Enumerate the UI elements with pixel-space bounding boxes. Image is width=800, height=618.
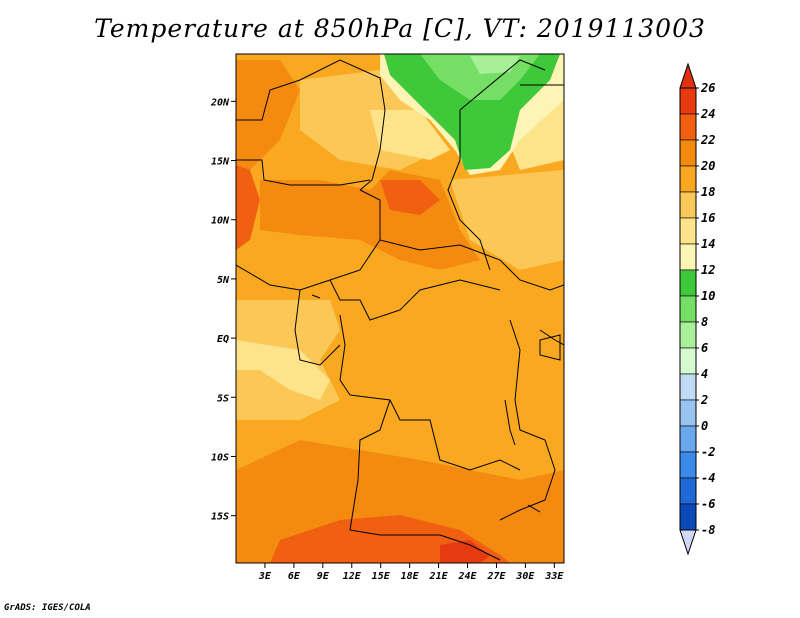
lat-tick-label: 15S [211,512,229,523]
lon-tick-label: 9E [317,571,330,582]
border-line [349,394,521,471]
colorbar-level-label: -4 [701,471,715,485]
region-24-26-nigeria [380,180,440,215]
lon-tick-label: 24E [457,571,477,582]
colorbar-bottom-arrow [679,529,697,556]
colorbar-segment [679,217,697,245]
country-borders [236,59,564,561]
region-26-plus [440,540,490,563]
colorbar-segment [679,191,697,219]
colorbar-level-label: 2 [700,393,708,407]
map-title: Temperature at 850hPa [C], VT: 201911300… [94,14,706,43]
border-line [459,59,546,111]
lat-tick-label: 10S [211,452,229,463]
colorbar-segment [679,451,697,479]
colorbar-segment [679,425,697,453]
lake-outline [539,334,561,361]
colorbar-level-label: 6 [701,341,708,355]
border-line [294,289,341,366]
lake-outline [504,399,516,446]
map-frame [235,53,565,564]
border-line [236,59,386,191]
colorbar-level-label: 8 [701,315,708,329]
colorbar-segment [679,87,697,115]
lat-tick-label: EQ [217,334,229,345]
colorbar-segment [679,243,697,271]
border-line [236,189,381,291]
lon-tick-label: 15E [372,571,391,582]
colorbar-segment [679,295,697,323]
colorbar-level-label: -2 [701,445,715,459]
region-8-10 [470,56,520,74]
temperature-field [236,54,564,563]
colorbar-level-label: 26 [700,81,715,95]
lon-tick-label: 33E [544,571,564,582]
border-line [329,279,501,321]
border-line [379,239,564,291]
lat-tick-label: 10N [211,216,230,227]
lake-outlines [311,294,561,513]
colorbar-level-label: 18 [701,185,715,199]
grads-credit: GrADS: IGES/COLA [4,603,91,613]
border-line [447,110,491,271]
colorbar-segment [679,321,697,349]
lon-tick-label: 21E [429,571,449,582]
lon-tick-label: 30E [515,571,535,582]
lon-tick-label: 3E [258,571,272,582]
colorbar-segment [679,399,697,427]
colorbar-segment [679,503,697,531]
colorbar-level-label: 10 [701,289,715,303]
lat-tick-label: 5S [217,393,229,404]
region-16-18-coast [236,340,330,400]
colorbar-level-label: 16 [701,211,715,225]
lon-tick-label: 12E [343,571,362,582]
colorbar-level-label: 4 [701,367,708,381]
lat-tick-label: 20N [210,97,230,108]
colorbar-top-arrow [679,62,697,89]
lat-tick-label: 15N [211,157,230,168]
colorbar-level-label: -8 [701,523,715,537]
lon-tick-label: 6E [288,571,301,582]
colorbar-segment [679,139,697,167]
colorbar-segment [679,113,697,141]
region-22-24-west [236,60,300,170]
region-24-26-west [236,165,260,250]
region-16-18-north [370,110,450,160]
lake-outline [311,294,321,299]
lon-tick-label: 27E [486,571,506,582]
lat-tick-label: 5N [217,275,230,286]
colorbar-level-label: 20 [700,159,715,173]
border-line [539,329,564,346]
colorbar-segment [679,477,697,505]
border-line [349,479,501,561]
border-line [357,399,391,481]
lon-tick-label: 18E [401,571,420,582]
border-line [499,319,556,521]
colorbar-segment [679,347,697,375]
colorbar-segment [679,269,697,297]
colorbar-level-label: 14 [701,237,715,251]
colorbar-segment [679,165,697,193]
colorbar-level-label: -6 [701,497,715,511]
latitude-axis: 20N 15N 10N 5N EQ 5S 10S 15S [210,97,236,523]
colorbar-level-label: 12 [701,263,715,277]
colorbar-outline [679,87,697,531]
longitude-axis: 3E 6E 9E 12E 15E 18E 21E 24E 27E 30E 33E [258,563,564,582]
region-18-20-east [450,170,564,270]
colorbar-level-label: 22 [700,133,715,147]
lake-outline [527,504,541,513]
border-line [236,159,371,186]
colorbar-level-label: 0 [701,419,708,433]
colorbar-segment [679,373,697,401]
border-line [339,314,351,396]
colorbar-level-label: 24 [700,107,715,121]
